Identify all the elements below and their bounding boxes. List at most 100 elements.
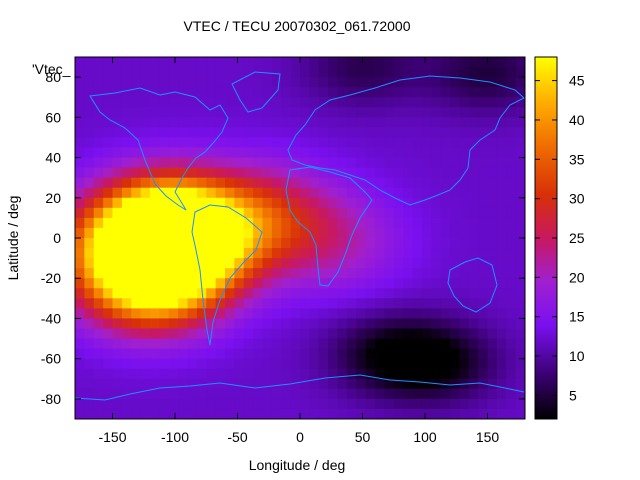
heatmap-cell	[496, 258, 507, 269]
heatmap-cell	[131, 187, 142, 199]
heatmap-cell	[346, 368, 357, 380]
heatmap-cell	[421, 217, 432, 229]
heatmap-cell	[225, 238, 235, 249]
heatmap-cell	[112, 57, 123, 68]
heatmap-cell	[253, 167, 264, 179]
heatmap-cell	[215, 328, 226, 340]
heatmap-cell	[159, 227, 170, 239]
heatmap-cell	[234, 388, 245, 400]
heatmap-cell	[328, 398, 339, 410]
heatmap-cell	[356, 258, 367, 269]
heatmap-cell	[468, 67, 479, 78]
heatmap-cell	[450, 67, 460, 78]
heatmap-cell	[421, 328, 432, 340]
heatmap-cell	[290, 157, 301, 169]
heatmap-cell	[290, 187, 301, 199]
heatmap-cell	[431, 308, 442, 320]
heatmap-cell	[375, 348, 385, 360]
heatmap-cell	[515, 217, 525, 229]
heatmap-cell	[450, 348, 460, 360]
heatmap-cell	[356, 408, 367, 419]
heatmap-cell	[225, 107, 235, 118]
heatmap-cell	[140, 348, 151, 360]
heatmap-cell	[103, 87, 114, 98]
heatmap-cell	[234, 227, 245, 239]
heatmap-cell	[440, 177, 451, 189]
heatmap-cell	[365, 217, 376, 229]
heatmap-cell	[346, 388, 357, 400]
heatmap-cell	[131, 147, 142, 159]
heatmap-cell	[140, 77, 151, 88]
heatmap-cell	[318, 298, 329, 309]
heatmap-cell	[440, 368, 451, 380]
heatmap-cell	[121, 67, 132, 78]
heatmap-cell	[459, 97, 470, 108]
heatmap-cell	[215, 358, 226, 370]
heatmap-cell	[487, 258, 498, 269]
heatmap-cell	[478, 288, 489, 299]
heatmap-cell	[112, 328, 123, 340]
heatmap-cell	[140, 328, 151, 340]
heatmap-cell	[356, 147, 367, 159]
heatmap-cell	[103, 268, 114, 279]
heatmap-cell	[431, 238, 442, 249]
heatmap-cell	[328, 227, 339, 239]
heatmap-cell	[403, 217, 414, 229]
heatmap-cell	[421, 127, 432, 139]
heatmap-cell	[459, 57, 470, 68]
heatmap-cell	[225, 288, 235, 299]
heatmap-cell	[496, 117, 507, 128]
colorbar-tick-label: 45	[569, 73, 585, 89]
heatmap-cell	[412, 388, 423, 400]
legend-label: 'Vtec_	[32, 61, 71, 77]
heatmap-cell	[459, 298, 470, 309]
x-tick-label: 50	[355, 429, 371, 445]
heatmap-cell	[421, 268, 432, 279]
heatmap-cell	[403, 127, 414, 139]
heatmap-cell	[253, 398, 264, 410]
heatmap-cell	[121, 97, 132, 108]
heatmap-cell	[168, 117, 179, 128]
heatmap-cell	[150, 187, 160, 199]
heatmap-cell	[253, 97, 264, 108]
heatmap-cell	[159, 288, 170, 299]
heatmap-cell	[253, 227, 264, 239]
heatmap-cell	[168, 298, 179, 309]
heatmap-cell	[300, 238, 310, 249]
heatmap-cell	[112, 157, 123, 169]
heatmap-cell	[75, 248, 85, 259]
heatmap-cell	[131, 348, 142, 360]
heatmap-cell	[450, 408, 460, 419]
heatmap-cell	[112, 378, 123, 390]
heatmap-cell	[356, 197, 367, 209]
heatmap-cell	[281, 398, 292, 410]
heatmap-cell	[459, 268, 470, 279]
heatmap-cell	[393, 358, 404, 370]
heatmap-cell	[318, 187, 329, 199]
heatmap-cell	[309, 217, 320, 229]
heatmap-cell	[121, 298, 132, 309]
heatmap-cells	[75, 57, 525, 419]
x-axis: -150 -100 -50 0 50 100 150	[98, 57, 499, 445]
heatmap-cell	[121, 127, 132, 139]
heatmap-cell	[281, 97, 292, 108]
heatmap-cell	[84, 57, 95, 68]
heatmap-cell	[440, 398, 451, 410]
heatmap-cell	[459, 217, 470, 229]
heatmap-cell	[496, 248, 507, 259]
heatmap-cell	[375, 217, 385, 229]
heatmap-cell	[84, 187, 95, 199]
heatmap-cell	[515, 308, 525, 320]
heatmap-cell	[403, 77, 414, 88]
heatmap-cell	[300, 388, 310, 400]
heatmap-cell	[196, 137, 207, 149]
heatmap-cell	[487, 147, 498, 159]
heatmap-cell	[281, 207, 292, 219]
heatmap-cell	[478, 67, 489, 78]
heatmap-cell	[196, 308, 207, 320]
heatmap-cell	[150, 97, 160, 108]
heatmap-cell	[337, 197, 348, 209]
heatmap-cell	[271, 348, 282, 360]
heatmap-cell	[178, 278, 189, 289]
heatmap-cell	[440, 87, 451, 98]
